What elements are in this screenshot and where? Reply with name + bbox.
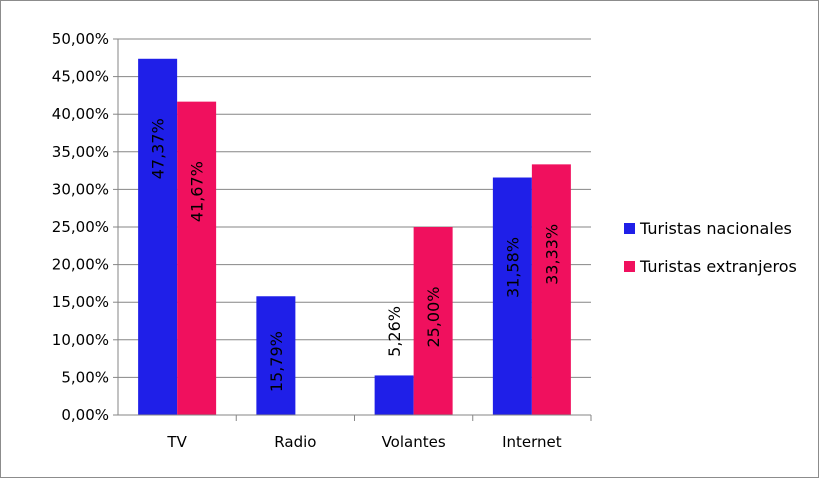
- x-category-label: Volantes: [382, 433, 446, 451]
- data-label: 47,37%: [149, 118, 168, 179]
- y-tick-label: 45,00%: [52, 68, 109, 86]
- x-axis-categories: TV Radio Volantes Internet: [166, 433, 561, 451]
- bar: [256, 296, 296, 415]
- y-tick-label: 40,00%: [52, 105, 109, 123]
- data-label: 41,67%: [188, 161, 207, 222]
- y-tick-label: 25,00%: [52, 218, 109, 236]
- bar: [413, 227, 453, 415]
- x-category-label: Internet: [502, 433, 562, 451]
- legend-label: Turistas nacionales: [639, 219, 792, 238]
- bar: [138, 58, 178, 416]
- y-tick-label: 5,00%: [61, 368, 109, 386]
- data-label: 25,00%: [424, 286, 443, 347]
- legend: Turistas nacionales Turistas extranjeros: [624, 219, 797, 276]
- y-tick-label: 15,00%: [52, 293, 109, 311]
- bar: [374, 375, 414, 415]
- legend-label: Turistas extranjeros: [639, 257, 797, 276]
- bar: [177, 101, 217, 415]
- x-category-label: TV: [166, 433, 187, 451]
- data-label: 33,33%: [542, 224, 561, 285]
- data-label: 31,58%: [503, 237, 522, 298]
- y-axis-ticks: 0,00% 5,00% 10,00% 15,00% 20,00% 25,00% 30,00%…: [52, 30, 109, 424]
- bar: [531, 164, 571, 415]
- data-label: 5,26%: [385, 306, 404, 357]
- legend-swatch: [624, 261, 635, 272]
- y-tick-label: 50,00%: [52, 30, 109, 48]
- y-tick-label: 30,00%: [52, 180, 109, 198]
- bars: [138, 58, 571, 416]
- axes: [113, 38, 592, 421]
- y-tick-label: 10,00%: [52, 331, 109, 349]
- y-tick-label: 35,00%: [52, 143, 109, 161]
- y-tick-label: 20,00%: [52, 256, 109, 274]
- bar: [492, 177, 532, 415]
- data-label: 15,79%: [267, 331, 286, 392]
- data-labels: 47,37% 41,67% 15,79% 5,26% 25,00% 31,58% 33,33…: [149, 118, 562, 392]
- x-category-label: Radio: [274, 433, 316, 451]
- y-tick-label: 0,00%: [61, 406, 109, 424]
- legend-swatch: [624, 223, 635, 234]
